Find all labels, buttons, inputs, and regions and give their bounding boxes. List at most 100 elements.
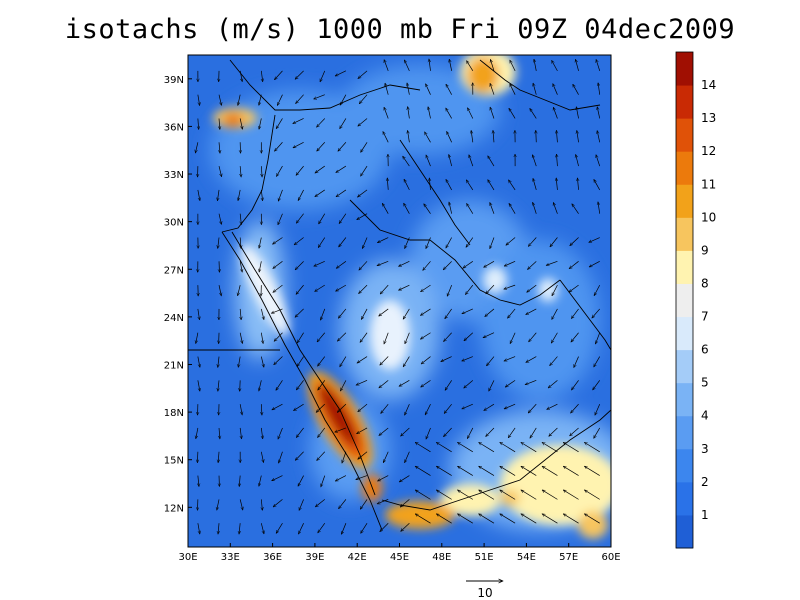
wind-vector [335, 427, 347, 432]
wind-vector [471, 130, 473, 143]
wind-vector [420, 308, 431, 315]
wind-vector [356, 380, 368, 386]
wind-vector [217, 189, 219, 201]
wind-vector [272, 237, 283, 245]
wind-vector [483, 332, 495, 339]
wind-vector [360, 499, 368, 509]
wind-vector [218, 380, 219, 391]
wind-vector [338, 499, 347, 508]
wind-vector [260, 523, 264, 534]
wind-vector [403, 308, 410, 319]
wind-vector [425, 84, 431, 95]
wind-vector [195, 142, 199, 153]
lat-tick-label: 39N [164, 75, 184, 86]
wind-vector [314, 261, 325, 267]
colorbar-label: 2 [701, 475, 709, 489]
colorbar-swatch [676, 118, 693, 152]
wind-vector [445, 108, 452, 119]
wind-vector [384, 107, 389, 119]
wind-vector [404, 451, 410, 463]
wind-vectors [195, 59, 599, 534]
wind-vector [218, 356, 219, 368]
colorbar-swatch [676, 217, 693, 251]
wind-vector [218, 237, 219, 249]
wind-vector [217, 499, 220, 510]
wind-vector [486, 284, 495, 294]
colorbar-swatch [676, 481, 693, 516]
wind-vector [239, 404, 242, 415]
wind-vector [297, 356, 304, 367]
wind-vector [259, 237, 262, 249]
wind-vector [407, 83, 410, 95]
wind-vector [276, 94, 283, 106]
wind-vector [598, 83, 600, 95]
colorbar-label: 8 [701, 276, 709, 290]
wind-vector [319, 70, 326, 82]
colorbar-swatch [676, 283, 693, 318]
wind-vector [508, 180, 516, 191]
wind-vector [379, 308, 389, 316]
wind-vector [449, 202, 453, 214]
wind-vector [507, 308, 516, 318]
wind-vector [296, 94, 304, 104]
wind-vector [274, 332, 283, 342]
wind-vector [436, 490, 452, 500]
lon-tick-label: 57E [559, 552, 578, 563]
wind-vector [467, 427, 474, 439]
wind-vector [315, 165, 325, 173]
wind-vector [315, 284, 325, 291]
wind-vector [525, 380, 537, 384]
wind-vector [551, 308, 558, 320]
wind-vector [563, 466, 579, 476]
wind-vector [425, 237, 431, 249]
wind-vector [362, 237, 368, 249]
wind-vector [550, 237, 558, 247]
wind-vector [457, 490, 474, 500]
wind-vector [399, 261, 410, 267]
wind-vector [424, 132, 431, 143]
colorbar-label: 11 [701, 177, 716, 191]
lon-tick-label: 39E [305, 552, 324, 563]
wind-vector [552, 84, 558, 95]
lat-tick-label: 15N [164, 456, 184, 467]
lon-tick-label: 51E [475, 552, 494, 563]
wind-vector [528, 237, 537, 247]
wind-vector [336, 189, 347, 197]
wind-vector [546, 260, 558, 265]
wind-vector [500, 490, 516, 500]
wind-vector [589, 237, 600, 243]
wind-vector [297, 475, 304, 487]
reference-vector-label: 10 [477, 586, 492, 600]
wind-vector [260, 308, 264, 320]
wind-vector [405, 332, 410, 344]
wind-vector [294, 237, 304, 245]
wind-vector [239, 118, 242, 129]
colorbar-label: 3 [701, 442, 709, 456]
wind-vector [464, 380, 474, 388]
wind-vector [595, 332, 601, 344]
wind-vector [504, 284, 516, 289]
wind-vector [577, 178, 578, 190]
wind-vector [403, 179, 410, 191]
lat-tick-label: 24N [164, 313, 184, 324]
wind-vector [295, 261, 304, 269]
wind-vector [509, 84, 516, 95]
wind-vector [557, 154, 558, 167]
wind-vector [318, 356, 326, 367]
wind-vector [421, 380, 431, 387]
wind-vector [589, 261, 600, 268]
wind-vector [521, 490, 537, 500]
wind-vector [463, 261, 474, 268]
wind-vector [274, 142, 283, 151]
wind-vector [490, 83, 495, 95]
wind-vector [533, 83, 537, 95]
wind-vector [548, 380, 558, 388]
wind-vector [387, 178, 388, 190]
wind-vector [295, 308, 304, 317]
colorbar-swatch [676, 151, 693, 185]
wind-vector [239, 261, 242, 272]
wind-vector [321, 475, 326, 487]
wind-vector [240, 427, 241, 439]
wind-vector [360, 332, 368, 343]
wind-vector [467, 108, 474, 119]
